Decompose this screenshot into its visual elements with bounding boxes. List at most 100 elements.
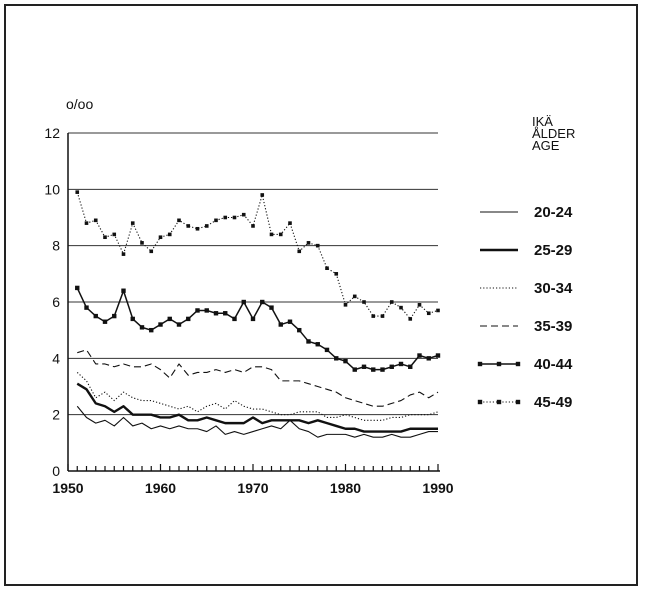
legend-label: 20-24 (534, 204, 573, 221)
data-point (195, 308, 200, 313)
y-tick-label: 4 (52, 350, 60, 366)
data-point (130, 221, 135, 225)
data-point (93, 313, 98, 319)
data-point (112, 232, 117, 237)
data-point (177, 218, 181, 223)
data-point (158, 322, 163, 327)
legend-marker (477, 399, 483, 405)
data-point (362, 300, 366, 304)
legend-marker (496, 399, 502, 405)
data-point (278, 322, 283, 327)
data-point (371, 314, 376, 318)
legend-label: 40-44 (534, 356, 573, 373)
series-line-25-29 (76, 382, 438, 433)
legend-label: 25-29 (534, 242, 572, 259)
data-point (269, 232, 274, 237)
y-axis-unit-label: o/oo (66, 96, 93, 112)
data-point (371, 367, 376, 372)
data-point (112, 313, 117, 319)
data-point (352, 294, 357, 299)
data-point (260, 299, 265, 305)
data-point (121, 252, 126, 256)
data-point (223, 215, 228, 220)
data-point (380, 314, 385, 318)
data-point (204, 308, 209, 313)
data-point (435, 353, 441, 358)
data-point (306, 339, 311, 344)
series-line-30-34 (76, 372, 439, 421)
legend-label: 35-39 (534, 318, 572, 335)
data-point (288, 221, 292, 225)
data-point (417, 353, 422, 358)
data-point (204, 224, 209, 228)
data-point (232, 215, 237, 220)
data-point (121, 288, 126, 293)
data-point (140, 241, 144, 245)
y-tick-label: 0 (52, 463, 60, 479)
data-point (315, 342, 320, 347)
data-point (426, 311, 431, 316)
legend-marker (515, 361, 521, 367)
data-point (325, 266, 329, 270)
y-tick-label: 6 (52, 294, 60, 310)
data-point (343, 358, 348, 364)
y-tick-label: 12 (44, 125, 60, 141)
data-point (195, 226, 200, 231)
data-point (389, 300, 394, 304)
axes: 0 2 4 6 8 10 12 1950 1960 1970 1980 1990 (44, 125, 453, 496)
data-point (167, 316, 172, 322)
data-point (389, 364, 394, 369)
data-point (84, 221, 89, 225)
y-tick-label: 10 (44, 181, 60, 197)
data-point (343, 303, 348, 307)
data-point (167, 232, 172, 237)
data-point (361, 364, 367, 369)
data-point (334, 356, 339, 361)
data-point (278, 232, 283, 237)
data-point (241, 299, 246, 305)
series-line-35-39 (77, 349, 439, 407)
data-point (287, 319, 293, 324)
x-tick-label: 1980 (330, 480, 361, 496)
legend-marker (477, 361, 483, 367)
data-point (130, 316, 135, 322)
legend-title: AGE (532, 138, 560, 153)
data-point (260, 193, 265, 197)
series-line-45-49 (76, 191, 439, 320)
chart-frame: 0 2 4 6 8 10 12 1950 1960 1970 1980 1990 IKÄ ÅLDER AG… (4, 4, 638, 586)
x-tick-label: 1960 (145, 480, 176, 496)
data-point (380, 367, 385, 372)
data-point (93, 218, 98, 223)
data-point (408, 364, 413, 369)
series-line-20-24 (76, 405, 438, 438)
data-point (84, 305, 89, 310)
legend-label: 30-34 (534, 280, 573, 297)
legend-marker (515, 399, 521, 405)
line-chart: 0 2 4 6 8 10 12 1950 1960 1970 1980 1990 IKÄÅLDERAG… (44, 96, 575, 496)
data-point (426, 356, 431, 361)
data-point (214, 218, 218, 223)
data-point (324, 347, 330, 353)
data-point (352, 367, 357, 372)
data-point (232, 316, 237, 322)
data-point (75, 285, 80, 291)
data-point (223, 311, 228, 316)
x-tick-label: 1990 (422, 480, 453, 496)
data-point (139, 325, 145, 330)
grid-lines (68, 132, 438, 416)
legend-label: 45-49 (534, 394, 572, 411)
data-point (334, 272, 339, 276)
data-point (241, 212, 246, 217)
data-point (269, 305, 274, 310)
data-point (436, 308, 440, 313)
data-point (186, 224, 191, 228)
data-point (399, 305, 403, 310)
legend-marker (496, 361, 502, 367)
data-point (251, 224, 255, 228)
data-point (213, 311, 219, 316)
data-point (297, 327, 302, 333)
data-point (306, 241, 311, 245)
x-tick-label: 1970 (237, 480, 268, 496)
data-point (149, 327, 154, 333)
